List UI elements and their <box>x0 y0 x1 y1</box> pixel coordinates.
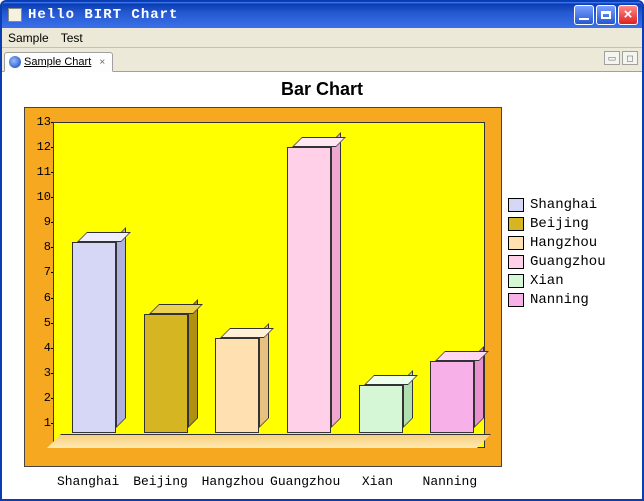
y-tick-label: 4 <box>29 341 51 355</box>
close-button[interactable] <box>618 5 638 25</box>
y-tick-label: 7 <box>29 265 51 279</box>
legend-item: Shanghai <box>508 197 632 213</box>
tabstrip: Sample Chart × ▭ ◻ <box>2 48 642 72</box>
legend-swatch <box>508 217 524 231</box>
content-area: Bar Chart 12345678910111213 ShanghaiBeij… <box>2 72 642 499</box>
legend-label: Guangzhou <box>530 254 606 270</box>
legend-swatch <box>508 255 524 269</box>
legend-item: Hangzhou <box>508 235 632 251</box>
plot-inner <box>53 122 485 448</box>
y-tick-label: 2 <box>29 391 51 405</box>
menubar: Sample Test <box>2 28 642 48</box>
bar-beijing <box>144 314 188 433</box>
menu-item-sample[interactable]: Sample <box>8 31 49 45</box>
y-tick-label: 5 <box>29 316 51 330</box>
x-label: Xian <box>362 474 393 489</box>
legend-swatch <box>508 274 524 288</box>
bar-guangzhou <box>287 147 331 433</box>
x-label: Guangzhou <box>270 474 340 489</box>
tab-sample-chart[interactable]: Sample Chart × <box>4 52 113 72</box>
tab-close-icon[interactable]: × <box>96 56 108 68</box>
legend-item: Guangzhou <box>508 254 632 270</box>
chart-wrap: 12345678910111213 ShanghaiBeijingHangzho… <box>12 107 632 489</box>
bar-shanghai <box>72 242 116 433</box>
y-tick-label: 6 <box>29 291 51 305</box>
y-tick-label: 9 <box>29 215 51 229</box>
view-minimize-icon[interactable]: ▭ <box>604 51 620 65</box>
chart-title: Bar Chart <box>2 73 642 102</box>
y-tick-label: 12 <box>29 140 51 154</box>
plot-frame: 12345678910111213 <box>24 107 502 467</box>
minimize-button[interactable] <box>574 5 594 25</box>
x-label: Beijing <box>133 474 188 489</box>
y-tick-label: 1 <box>29 416 51 430</box>
eclipse-icon <box>9 56 21 68</box>
legend-label: Beijing <box>530 216 589 232</box>
y-tick-label: 10 <box>29 190 51 204</box>
y-axis-ticks: 12345678910111213 <box>29 122 51 448</box>
legend-label: Hangzhou <box>530 235 597 251</box>
y-tick-label: 13 <box>29 115 51 129</box>
app-icon <box>8 8 22 22</box>
bars-layer <box>54 123 484 447</box>
bar-hangzhou <box>215 338 259 433</box>
legend-label: Shanghai <box>530 197 597 213</box>
legend-swatch <box>508 236 524 250</box>
app-window: Hello BIRT Chart Sample Test Sample Char… <box>0 0 644 501</box>
legend-item: Nanning <box>508 292 632 308</box>
x-axis-labels: Shanghai Beijing Hangzhou Guangzhou Xian Nann… <box>24 469 502 489</box>
bar-xian <box>359 385 403 433</box>
y-tick-label: 11 <box>29 165 51 179</box>
tab-label: Sample Chart <box>24 56 91 68</box>
y-tick-label: 8 <box>29 240 51 254</box>
x-label: Shanghai <box>57 474 119 489</box>
bar-nanning <box>430 361 474 433</box>
legend-swatch <box>508 198 524 212</box>
legend-label: Xian <box>530 273 564 289</box>
maximize-button[interactable] <box>596 5 616 25</box>
window-title: Hello BIRT Chart <box>28 7 574 23</box>
menu-item-test[interactable]: Test <box>61 31 83 45</box>
legend-label: Nanning <box>530 292 589 308</box>
x-label: Hangzhou <box>202 474 264 489</box>
titlebar[interactable]: Hello BIRT Chart <box>2 2 642 28</box>
legend-swatch <box>508 293 524 307</box>
y-tick-label: 3 <box>29 366 51 380</box>
legend-item: Beijing <box>508 216 632 232</box>
view-maximize-icon[interactable]: ◻ <box>622 51 638 65</box>
legend-item: Xian <box>508 273 632 289</box>
chart-area: 12345678910111213 ShanghaiBeijingHangzho… <box>12 107 502 489</box>
legend: Shanghai Beijing Hangzhou Guangzhou Xian Nann… <box>502 107 632 489</box>
x-label: Nanning <box>423 474 478 489</box>
